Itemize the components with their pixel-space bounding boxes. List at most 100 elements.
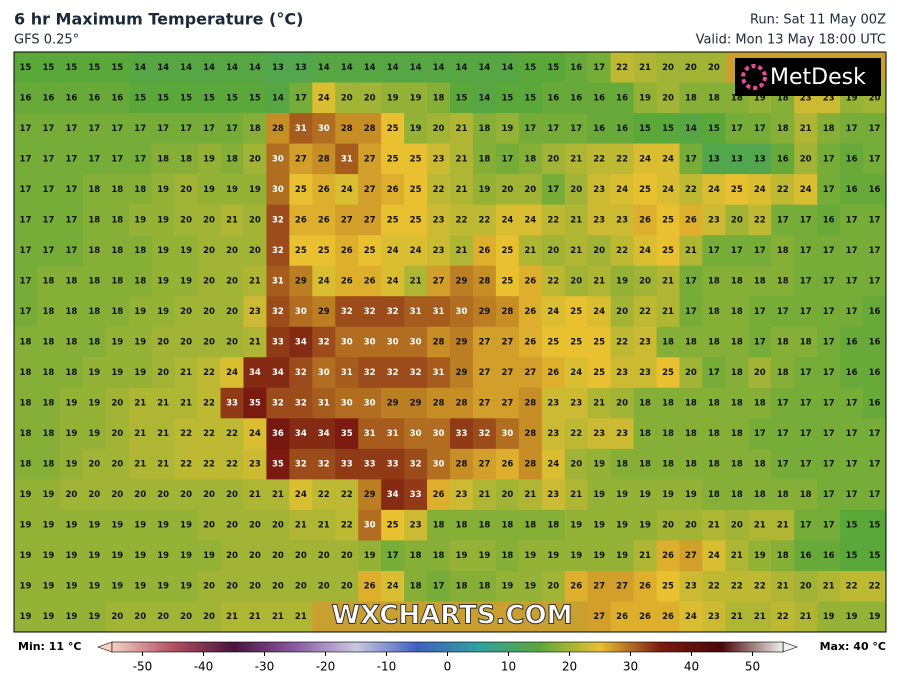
temperature-label: 17 — [823, 154, 835, 164]
temperature-label: 28 — [272, 124, 284, 134]
temperature-label: 20 — [203, 338, 215, 348]
temperature-label: 24 — [387, 582, 399, 592]
temperature-label: 16 — [846, 338, 858, 348]
temperature-label: 19 — [410, 124, 422, 134]
temperature-label: 18 — [731, 307, 743, 317]
temperature-cell — [794, 174, 818, 206]
temperature-cell — [518, 143, 543, 175]
temperature-cell — [725, 387, 749, 419]
temperature-cell — [817, 387, 841, 419]
temperature-cell — [404, 52, 428, 84]
temperature-cell — [358, 204, 382, 236]
temperature-cell — [633, 509, 658, 541]
temperature-cell — [312, 204, 336, 236]
temperature-cell — [243, 509, 267, 541]
temperature-label: 18 — [478, 124, 490, 134]
temperature-cell — [197, 143, 222, 175]
temperature-cell — [335, 326, 359, 358]
temperature-cell — [840, 509, 864, 541]
temperature-label: 17 — [20, 154, 32, 164]
temperature-cell — [748, 235, 772, 267]
temperature-cell — [633, 326, 658, 358]
temperature-label: 17 — [20, 307, 32, 317]
temperature-cell — [748, 143, 772, 175]
temperature-label: 23 — [456, 490, 468, 500]
temperature-label: 22 — [616, 338, 628, 348]
temperature-cell — [679, 357, 703, 389]
temperature-label: 21 — [639, 63, 651, 73]
temperature-cell — [266, 235, 290, 267]
colorbar-tick-label: 20 — [562, 660, 577, 674]
temperature-cell — [220, 479, 244, 511]
temperature-label: 22 — [341, 521, 353, 531]
temperature-label: 17 — [42, 215, 54, 225]
temperature-label: 19 — [65, 429, 77, 439]
temperature-cell — [541, 418, 566, 450]
temperature-label: 19 — [134, 215, 146, 225]
temperature-label: 18 — [410, 582, 422, 592]
temperature-cell — [495, 509, 520, 541]
temperature-label: 24 — [318, 276, 330, 286]
temperature-cell — [771, 418, 795, 450]
temperature-label: 18 — [65, 368, 77, 378]
temperature-cell — [82, 296, 107, 328]
temperature-cell — [840, 540, 864, 572]
temperature-cell — [656, 52, 680, 84]
temperature-cell — [587, 82, 612, 114]
temperature-label: 33 — [272, 338, 284, 348]
temperature-cell — [151, 448, 176, 480]
temperature-label: 20 — [249, 582, 261, 592]
temperature-label: 23 — [616, 429, 628, 439]
temperature-label: 17 — [846, 215, 858, 225]
temperature-cell — [266, 448, 290, 480]
temperature-label: 28 — [318, 154, 330, 164]
temperature-cell — [450, 326, 474, 358]
temperature-label: 21 — [410, 276, 422, 286]
temperature-label: 22 — [731, 582, 743, 592]
temperature-label: 18 — [708, 399, 720, 409]
temperature-label: 22 — [203, 429, 215, 439]
temperature-label: 13 — [754, 154, 766, 164]
temperature-cell — [450, 82, 474, 114]
temperature-label: 24 — [295, 490, 307, 500]
temperature-cell — [863, 479, 887, 511]
hidden-cell — [427, 601, 451, 633]
temperature-label: 19 — [65, 399, 77, 409]
temperature-label: 22 — [777, 185, 789, 195]
temperature-label: 19 — [364, 551, 376, 561]
temperature-cell — [518, 265, 543, 297]
temperature-label: 33 — [410, 490, 422, 500]
temperature-label: 17 — [42, 246, 54, 256]
temperature-cell — [748, 540, 772, 572]
temperature-label: 17 — [65, 154, 77, 164]
temperature-label: 17 — [823, 399, 835, 409]
temperature-label: 27 — [478, 338, 490, 348]
temperature-label: 31 — [295, 124, 307, 134]
temperature-cell — [220, 265, 244, 297]
temperature-cell — [702, 540, 726, 572]
temperature-cell — [472, 143, 497, 175]
temperature-label: 31 — [433, 307, 445, 317]
temperature-cell — [59, 540, 84, 572]
temperature-label: 21 — [708, 521, 720, 531]
temperature-cell — [840, 296, 864, 328]
temperature-label: 25 — [501, 246, 513, 256]
temperature-label: 19 — [823, 612, 835, 622]
temperature-label: 33 — [387, 460, 399, 470]
temperature-cell — [702, 296, 726, 328]
temperature-cell — [59, 296, 84, 328]
temperature-label: 27 — [478, 368, 490, 378]
temperature-cell — [14, 509, 38, 541]
temperature-cell — [151, 570, 176, 602]
temperature-label: 19 — [42, 551, 54, 561]
temperature-cell — [14, 296, 38, 328]
temperature-label: 25 — [410, 185, 422, 195]
temperature-cell — [128, 174, 153, 206]
temperature-label: 20 — [318, 582, 330, 592]
temperature-cell — [633, 174, 658, 206]
temperature-cell — [312, 82, 336, 114]
temperature-label: 22 — [180, 429, 192, 439]
colorbar-tick-label: -30 — [255, 660, 275, 674]
temperature-label: 19 — [180, 276, 192, 286]
temperature-label: 20 — [708, 63, 720, 73]
